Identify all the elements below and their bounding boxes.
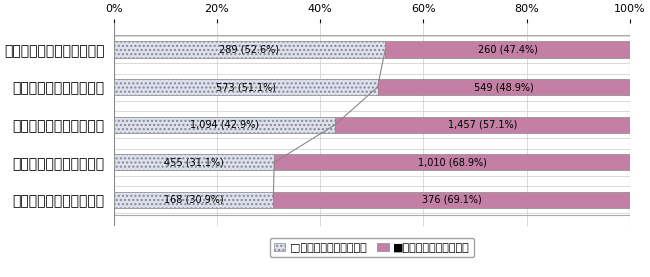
Legend: □乗り換えの経験がある, ■乗り換えの経験がない: □乗り換えの経験がある, ■乗り換えの経験がない bbox=[270, 238, 474, 257]
Bar bbox=[114, 192, 273, 208]
Text: 260 (47.4%): 260 (47.4%) bbox=[478, 45, 538, 55]
Bar bbox=[273, 192, 630, 208]
Bar bbox=[378, 79, 630, 95]
Text: 1,457 (57.1%): 1,457 (57.1%) bbox=[448, 120, 517, 130]
Text: 1,094 (42.9%): 1,094 (42.9%) bbox=[190, 120, 259, 130]
Text: 376 (69.1%): 376 (69.1%) bbox=[422, 195, 482, 205]
Bar bbox=[385, 42, 630, 58]
Bar bbox=[335, 117, 630, 133]
Bar bbox=[114, 42, 385, 58]
Bar bbox=[274, 154, 630, 170]
Text: 549 (48.9%): 549 (48.9%) bbox=[474, 82, 534, 92]
Bar bbox=[114, 79, 378, 95]
Text: 573 (51.1%): 573 (51.1%) bbox=[216, 82, 276, 92]
Text: 455 (31.1%): 455 (31.1%) bbox=[164, 157, 224, 167]
Text: 1,010 (68.9%): 1,010 (68.9%) bbox=[418, 157, 487, 167]
Bar bbox=[114, 154, 274, 170]
Bar bbox=[114, 117, 335, 133]
Text: 289 (52.6%): 289 (52.6%) bbox=[220, 45, 280, 55]
Text: 168 (30.9%): 168 (30.9%) bbox=[164, 195, 224, 205]
